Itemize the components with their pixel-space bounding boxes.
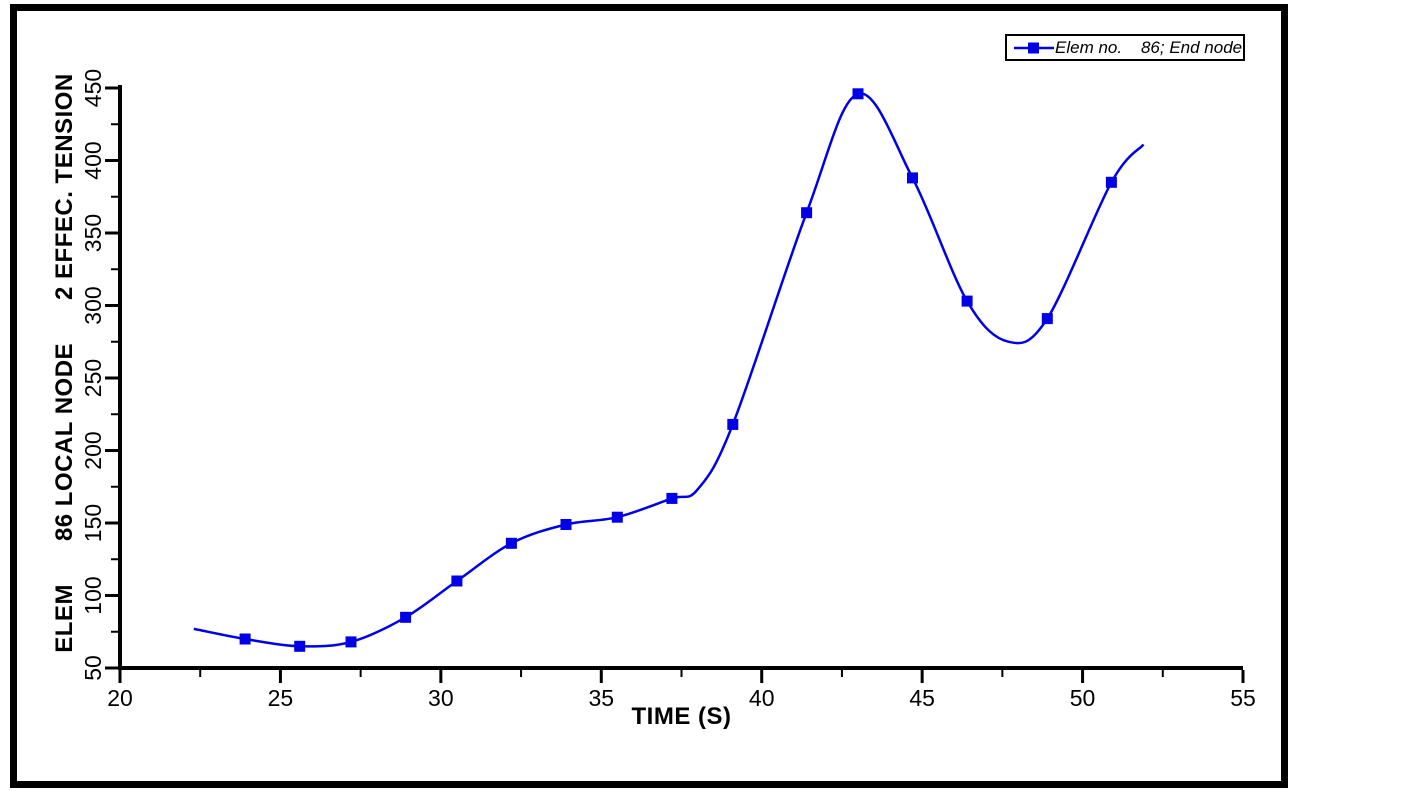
y-tick-label: 50 (80, 655, 106, 681)
y-tick-label: 200 (80, 431, 106, 469)
x-tick-labels: 20 25 30 35 40 45 50 55 (107, 685, 1256, 711)
y-tick-label: 150 (80, 504, 106, 542)
data-point-marker (505, 537, 517, 549)
x-tick-label: 55 (1230, 685, 1256, 711)
y-axis-title: ELEM 86 LOCAL NODE 2 EFFEC. TENSION (51, 73, 78, 653)
x-tick-label: 45 (909, 685, 935, 711)
data-point-marker (560, 519, 572, 530)
y-tick-label: 300 (80, 286, 106, 324)
data-point-marker (961, 295, 973, 307)
x-tick-label: 30 (428, 685, 454, 711)
y-tick-label: 350 (80, 214, 106, 252)
data-point-marker (239, 633, 251, 645)
data-point-marker (1041, 313, 1053, 325)
data-point-marker (611, 511, 623, 523)
series-path (193, 92, 1145, 648)
x-tick-label: 50 (1070, 685, 1096, 711)
x-tick-label: 25 (268, 685, 294, 711)
data-point-marker (400, 611, 412, 623)
data-point-marker (451, 575, 463, 587)
legend: Elem no. 86; End node (1005, 34, 1245, 61)
y-tick-labels: 50 100 150 200 250 300 350 400 450 (80, 69, 106, 681)
data-point-marker (852, 88, 864, 100)
data-point-marker (727, 418, 739, 430)
figure-frame (10, 4, 1288, 788)
data-point-marker (345, 636, 357, 648)
axis-line (118, 85, 1243, 670)
y-tick-label: 250 (80, 359, 106, 397)
data-point-marker (907, 172, 918, 184)
y-tick-label: 400 (80, 141, 106, 179)
data-point-marker (1105, 176, 1117, 188)
x-tick-label: 40 (749, 685, 775, 711)
y-tick-label: 100 (80, 576, 106, 614)
series-line (193, 92, 1145, 648)
legend-series-marker-icon (1014, 42, 1054, 53)
data-point-marker (294, 640, 306, 652)
x-axis-ticks (118, 670, 1245, 683)
axis-lines (118, 85, 1243, 670)
y-tick-label: 450 (80, 69, 106, 107)
data-point-marker (666, 492, 678, 504)
x-axis-title: TIME (S) (631, 703, 732, 730)
x-tick-label: 35 (588, 685, 614, 711)
x-tick-label: 20 (107, 685, 133, 711)
y-axis-ticks (105, 86, 118, 670)
series-markers (239, 88, 1117, 652)
legend-series-label: Elem no. 86; End node (1055, 38, 1243, 57)
data-point-marker (801, 207, 813, 219)
